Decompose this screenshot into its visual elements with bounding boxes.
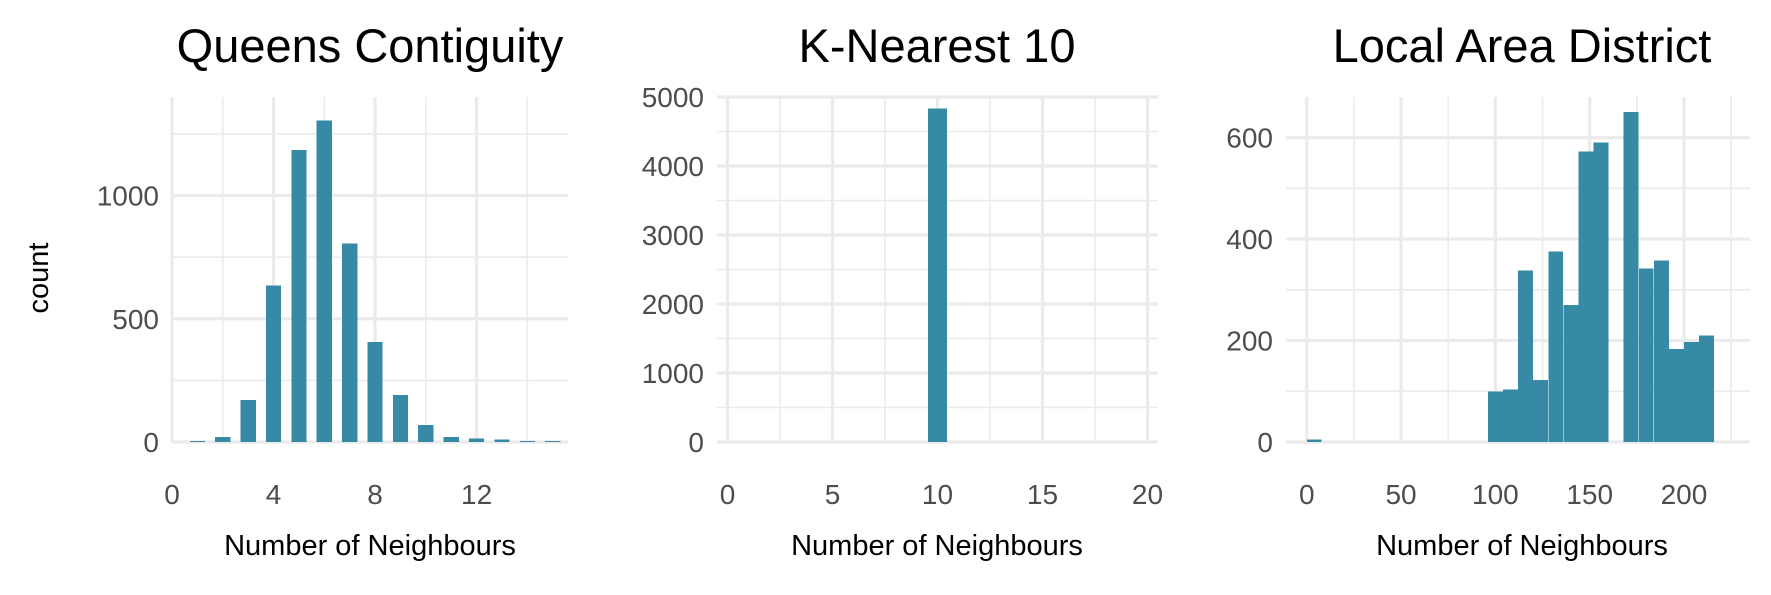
bar-lad-196 <box>1668 349 1684 442</box>
x-tick-label-lad-1: 50 <box>1385 479 1416 510</box>
y-tick-label-knearest-0: 0 <box>688 427 704 458</box>
x-axis-label-queens: Number of Neighbours <box>224 530 516 562</box>
y-tick-label-lad-0: 0 <box>1257 427 1273 458</box>
x-tick-label-knearest-2: 10 <box>922 479 953 510</box>
y-tick-label-queens-1: 500 <box>112 304 159 335</box>
bar-lad-156 <box>1593 142 1609 443</box>
bar-lad-132 <box>1548 251 1564 442</box>
x-ticks-lad: 0 50 100 150 200 <box>1299 479 1707 510</box>
x-tick-label-lad-3: 150 <box>1566 479 1613 510</box>
x-tick-label-lad-2: 100 <box>1472 479 1519 510</box>
x-tick-label-knearest-1: 5 <box>825 479 841 510</box>
y-tick-label-knearest-4: 4000 <box>642 151 704 182</box>
panel-queens-contiguity: Queens Contiguity 0 500 1000 0 4 8 12 Number … <box>97 19 568 562</box>
x-tick-label-lad-0: 0 <box>1299 479 1315 510</box>
bars-queens <box>189 120 561 443</box>
bar-lad-204 <box>1684 342 1699 442</box>
bar-queens-7 <box>342 243 358 442</box>
bar-lad-148 <box>1578 151 1594 443</box>
bar-queens-1 <box>189 440 205 442</box>
y-ticks-lad: 0 200 400 600 <box>1226 123 1273 458</box>
x-axis-label-knearest: Number of Neighbours <box>791 530 1083 562</box>
bar-lad-188 <box>1653 260 1669 442</box>
bar-knearest-10 <box>928 108 947 442</box>
x-tick-label-knearest-3: 15 <box>1027 479 1058 510</box>
bar-queens-6 <box>316 120 332 443</box>
y-tick-label-lad-1: 200 <box>1226 326 1273 357</box>
panel-title-queens: Queens Contiguity <box>177 19 564 72</box>
bar-lad-124 <box>1533 380 1549 442</box>
bars-knearest <box>928 108 947 442</box>
bar-lad-116 <box>1518 270 1533 442</box>
panel-title-lad: Local Area District <box>1333 19 1712 72</box>
x-tick-label-queens-0: 0 <box>164 479 180 510</box>
y-tick-label-queens-2: 1000 <box>97 181 159 212</box>
y-tick-label-knearest-1: 1000 <box>642 358 704 389</box>
bar-queens-2 <box>215 437 231 442</box>
y-ticks-queens: 0 500 1000 <box>97 181 159 458</box>
x-axis-label-lad: Number of Neighbours <box>1376 530 1668 562</box>
bar-queens-9 <box>392 395 409 442</box>
bar-queens-14 <box>519 440 535 442</box>
panel-k-nearest-10: K-Nearest 10 0 1000 2000 3000 4000 5000 0 5 10 1… <box>642 19 1163 562</box>
panel-title-knearest: K-Nearest 10 <box>799 19 1076 72</box>
bar-queens-10 <box>418 424 434 442</box>
bar-lad-4 <box>1306 439 1322 442</box>
x-tick-label-queens-3: 12 <box>461 479 492 510</box>
y-tick-label-knearest-5: 5000 <box>642 82 704 113</box>
y-tick-label-knearest-3: 3000 <box>642 220 704 251</box>
x-tick-label-queens-1: 4 <box>266 479 282 510</box>
x-tick-label-knearest-4: 20 <box>1132 479 1163 510</box>
bar-lad-212 <box>1699 335 1715 442</box>
bar-queens-3 <box>240 400 256 442</box>
y-tick-label-queens-0: 0 <box>143 427 159 458</box>
bar-queens-15 <box>545 440 561 442</box>
bar-queens-4 <box>265 285 282 442</box>
x-ticks-knearest: 0 5 10 15 20 <box>720 479 1163 510</box>
panel-local-area-district: Local Area District 0 200 400 600 0 50 100 150… <box>1226 19 1750 562</box>
bar-lad-172 <box>1623 112 1639 443</box>
x-ticks-queens: 0 4 8 12 <box>164 479 492 510</box>
y-tick-label-lad-3: 600 <box>1226 123 1273 154</box>
bars-lad <box>1306 112 1715 443</box>
bar-queens-11 <box>443 437 459 442</box>
bar-lad-180 <box>1638 268 1654 442</box>
bar-queens-5 <box>291 149 307 442</box>
bar-lad-108 <box>1503 389 1518 442</box>
y-axis-label: count <box>23 243 55 314</box>
bar-lad-100 <box>1487 391 1503 442</box>
y-tick-label-lad-2: 400 <box>1226 224 1273 255</box>
y-ticks-knearest: 0 1000 2000 3000 4000 5000 <box>642 82 704 458</box>
bar-queens-12 <box>469 438 485 442</box>
x-tick-label-queens-2: 8 <box>367 479 383 510</box>
bar-lad-140 <box>1563 305 1579 442</box>
x-tick-label-lad-4: 200 <box>1661 479 1708 510</box>
bar-queens-8 <box>367 342 383 442</box>
bar-queens-13 <box>494 439 510 442</box>
x-tick-label-knearest-0: 0 <box>720 479 736 510</box>
y-tick-label-knearest-2: 2000 <box>642 289 704 320</box>
